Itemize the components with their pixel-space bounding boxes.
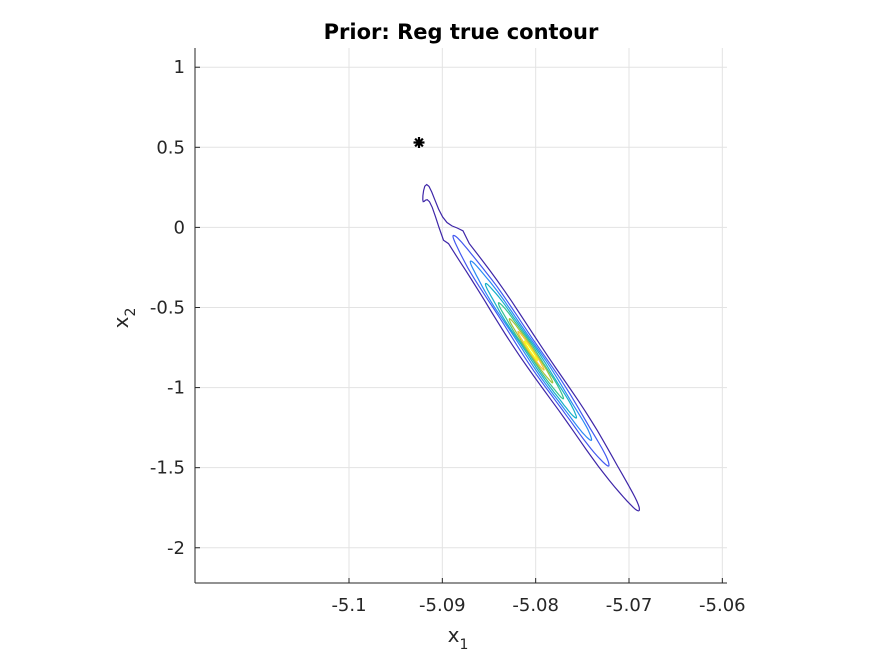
x-axis-label-sub: 1 [459,637,468,653]
grid [195,48,727,583]
y-axis-label-base: x [109,316,133,328]
x-tick-label: -5.08 [512,595,559,616]
x-tick-label: -5.09 [419,595,466,616]
y-tick-label: -2 [167,538,185,559]
x-tick-labels: -5.1 -5.09 -5.08 -5.07 -5.06 [331,595,745,616]
y-tick-label: 1 [174,57,185,78]
contour-level-6 [508,318,554,384]
x-tick-label: -5.06 [699,595,746,616]
y-axis-label-group: x2 [109,308,139,329]
chart-title: Prior: Reg true contour [324,20,599,44]
x-axis-label-base: x [448,623,460,647]
y-tick-label: -0.5 [150,297,185,318]
y-tick-label: -1.5 [150,458,185,479]
marker-layer [413,137,425,149]
y-tick-label: 0.5 [156,137,185,158]
contour-level-3 [469,260,593,442]
y-tick-label: 0 [174,217,185,238]
x-axis-label: x1 [448,623,469,653]
contour-plot [422,183,641,512]
contour-level-4 [484,282,578,419]
axes [194,48,727,584]
y-tick-labels: 1 0.5 0 -0.5 -1 -1.5 -2 [150,57,185,559]
contour-level-2 [452,234,610,467]
marker-point [413,137,425,149]
contour-level-7 [517,330,545,371]
x-tick-label: -5.07 [606,595,653,616]
x-tick-label: -5.1 [331,595,366,616]
contour-level-8 [523,340,539,362]
y-axis-label-sub: 2 [123,308,139,317]
y-tick-label: -1 [167,378,185,399]
contour-level-5 [497,302,565,400]
y-axis-label: x2 [109,308,139,329]
contour-level-1 [422,183,641,512]
